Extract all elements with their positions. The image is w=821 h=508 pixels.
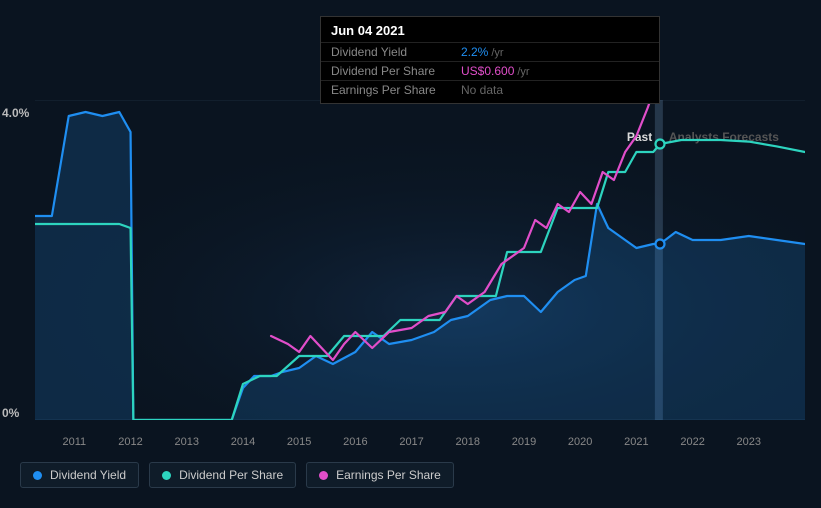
legend-item[interactable]: Dividend Per Share	[149, 462, 296, 488]
x-axis: 2011 2012 2013 2014 2015 2016 2017 2018 2019 2020…	[35, 436, 806, 456]
x-tick: 2018	[456, 436, 480, 448]
x-tick: 2017	[399, 436, 423, 448]
x-tick: 2014	[231, 436, 255, 448]
series-marker	[655, 240, 664, 249]
y-axis-max: 4.0%	[2, 106, 29, 120]
tooltip-row: Dividend Per ShareUS$0.600/yr	[321, 61, 659, 80]
tooltip-row-unit: /yr	[517, 66, 529, 78]
tooltip-row-label: Dividend Yield	[331, 45, 461, 59]
legend-label: Dividend Per Share	[179, 468, 283, 482]
legend-label: Dividend Yield	[50, 468, 126, 482]
tooltip-row: Dividend Yield2.2%/yr	[321, 42, 659, 61]
x-tick: 2012	[118, 436, 142, 448]
x-tick: 2011	[63, 436, 87, 448]
x-tick: 2013	[175, 436, 199, 448]
tooltip-row-label: Earnings Per Share	[331, 83, 461, 97]
x-tick: 2020	[568, 436, 592, 448]
tooltip-row-value: US$0.600	[461, 64, 514, 78]
chart-legend: Dividend Yield Dividend Per Share Earnings…	[20, 462, 454, 488]
x-tick: 2023	[737, 436, 761, 448]
series-marker	[655, 140, 664, 149]
legend-label: Earnings Per Share	[336, 468, 441, 482]
dividend-chart: Jun 04 2021 Dividend Yield2.2%/yrDividen…	[0, 0, 821, 508]
x-tick: 2016	[343, 436, 367, 448]
tooltip-row-unit: /yr	[491, 47, 503, 59]
chart-plot-area[interactable]	[35, 100, 805, 420]
legend-dot-icon	[33, 471, 42, 480]
x-tick: 2021	[624, 436, 648, 448]
tooltip-row: Earnings Per ShareNo data	[321, 80, 659, 103]
chart-tooltip: Jun 04 2021 Dividend Yield2.2%/yrDividen…	[320, 16, 660, 104]
legend-item[interactable]: Earnings Per Share	[306, 462, 454, 488]
x-tick: 2019	[512, 436, 536, 448]
tooltip-row-label: Dividend Per Share	[331, 64, 461, 78]
tooltip-row-value: 2.2%	[461, 45, 488, 59]
legend-dot-icon	[162, 471, 171, 480]
legend-dot-icon	[319, 471, 328, 480]
tooltip-date: Jun 04 2021	[321, 17, 659, 42]
legend-item[interactable]: Dividend Yield	[20, 462, 139, 488]
y-axis-min: 0%	[2, 406, 19, 420]
tooltip-row-value: No data	[461, 83, 503, 97]
x-tick: 2015	[287, 436, 311, 448]
x-tick: 2022	[680, 436, 704, 448]
